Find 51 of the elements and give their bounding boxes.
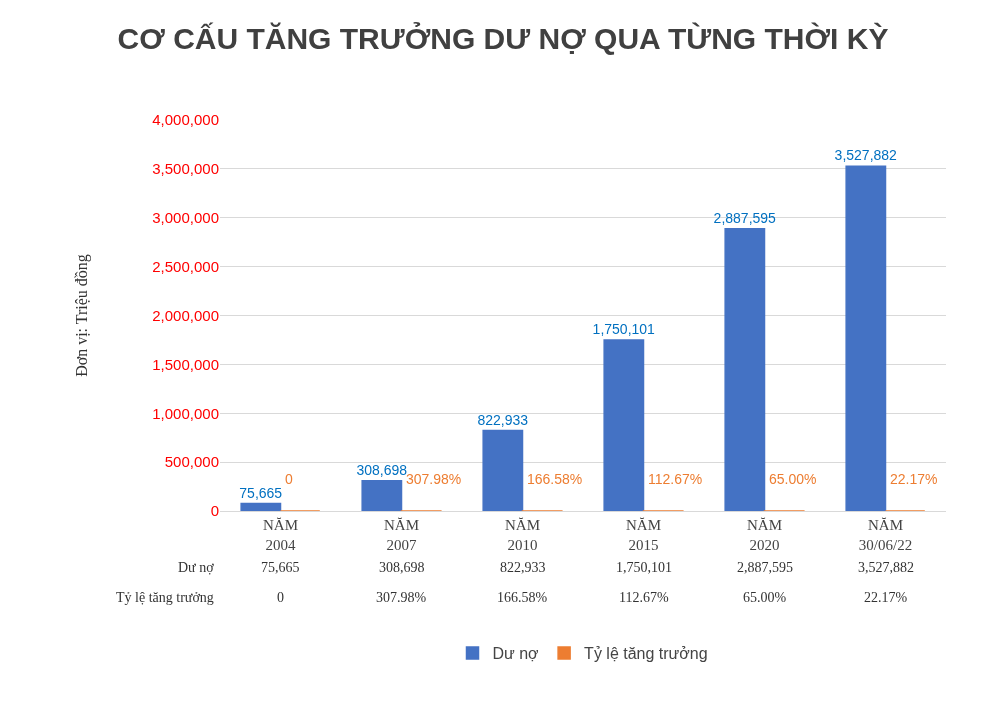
bar [724,227,766,511]
data-label: 0 [277,590,284,605]
y-tick-label: 3,500,000 [152,160,219,178]
data-label: 308,698 [379,560,425,575]
data-label: 3,527,882 [858,560,914,575]
data-label: 1,750,101 [616,560,672,575]
data-label: 822,933 [500,560,546,575]
x-tick-label: NĂM 2004 [262,517,299,553]
text: 166.58% [527,471,583,487]
bar [361,480,403,511]
text: 22.17% [890,471,938,487]
text: 307.98% [406,471,462,487]
text: 75,665 [239,484,283,501]
bar [482,429,524,511]
text: 1,750,101 [592,320,655,337]
data-label: 2,887,595 [737,560,793,575]
bar [603,339,645,511]
text: Tỷ lệ tăng trưởng [116,590,214,605]
x-tick-label: NĂM 2020 [746,517,783,553]
text: Dư nợ [178,560,214,575]
text: 112.67% [648,471,703,487]
y-tick-label: 4,000,000 [152,111,219,129]
data-label: 112.67% [619,590,669,605]
x-tick-label: NĂM 30/06/22 [858,517,913,553]
y-tick-label: 3,000,000 [152,209,219,226]
bar [845,165,887,511]
data-label: 75,665 [261,560,300,575]
text: 822,933 [477,411,529,428]
x-tick-label: NĂM 2010 [504,517,541,553]
data-label: 22.17% [864,590,908,605]
y-tick-label: 500,000 [164,453,219,471]
legend-label: Tỷ lệ tăng trưởng [584,645,708,663]
legend-label: Dư nợ [492,645,540,663]
data-label: 65.00% [743,590,787,605]
text: 65.00% [769,471,817,487]
bar [240,502,282,511]
chart-title: CƠ CẤU TĂNG TRƯỞNG DƯ NỢ QUA TỪNG THỜI KỲ [117,22,889,56]
text: 0 [285,471,293,487]
y-axis-title: Đơn vị: Triệu đồng [73,254,92,377]
y-tick-label: 1,000,000 [152,404,219,422]
x-tick-label: NĂM 2007 [383,517,420,553]
text: 308,698 [356,461,408,478]
x-tick-label: NĂM 2015 [625,517,662,553]
y-tick-label: 2,000,000 [152,306,219,324]
y-tick-label: 2,500,000 [152,257,219,275]
y-tick-label: 0 [210,502,219,520]
text: 3,527,882 [834,147,897,164]
y-tick-label: 1,500,000 [152,355,219,373]
data-label: 166.58% [497,590,548,605]
data-label: 307.98% [376,590,427,605]
text: 2,887,595 [713,209,776,226]
